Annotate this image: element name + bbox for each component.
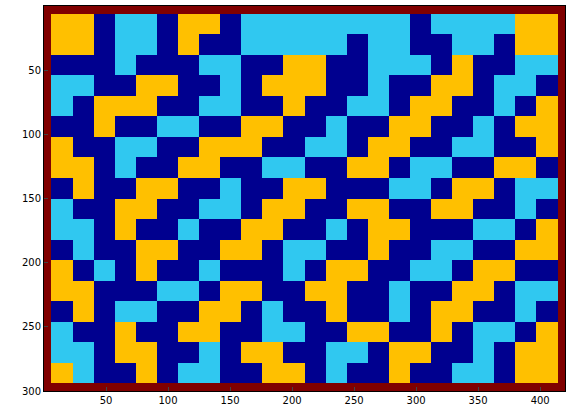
svg-text:150: 150 [22,193,41,204]
svg-text:150: 150 [221,395,240,406]
svg-text:100: 100 [22,129,41,140]
svg-text:250: 250 [345,395,364,406]
svg-text:300: 300 [407,395,426,406]
svg-text:50: 50 [28,65,41,76]
svg-text:350: 350 [469,395,488,406]
svg-text:50: 50 [100,395,113,406]
svg-text:200: 200 [22,257,41,268]
svg-text:200: 200 [283,395,302,406]
svg-text:400: 400 [531,395,550,406]
svg-text:250: 250 [22,321,41,332]
svg-text:300: 300 [22,386,41,397]
svg-text:100: 100 [159,395,178,406]
